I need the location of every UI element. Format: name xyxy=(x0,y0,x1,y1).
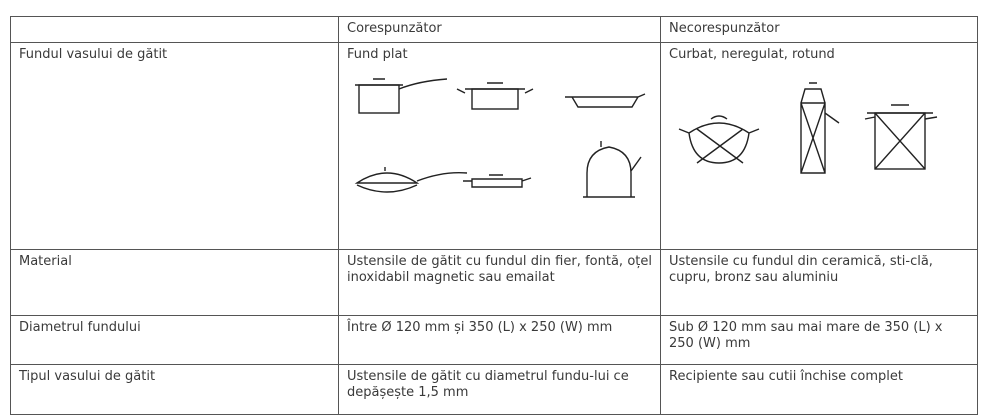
header-cell: Necorespunzător xyxy=(660,16,978,43)
cell: Recipiente sau cutii închise complet xyxy=(660,364,978,415)
cell: Curbat, neregulat, rotund xyxy=(660,42,978,250)
suitable-pots-illustration xyxy=(354,78,646,198)
cell-text: Curbat, neregulat, rotund xyxy=(669,47,835,62)
cookware-table: Corespunzător Necorespunzător Fundul vas… xyxy=(10,16,978,415)
header-cell xyxy=(10,16,339,43)
unsuitable-pots-illustration xyxy=(678,82,938,174)
cell: Fund plat xyxy=(338,42,661,250)
cell: Tipul vasului de gătit xyxy=(10,364,339,415)
header-row: Corespunzător Necorespunzător xyxy=(10,16,978,43)
row: Tipul vasului de gătit Ustensile de găti… xyxy=(10,364,978,415)
cell: Fundul vasului de gătit xyxy=(10,42,339,250)
cell: Ustensile de gătit cu fundul din fier, f… xyxy=(338,249,661,316)
row: Material Ustensile de gătit cu fundul di… xyxy=(10,249,978,316)
cell: Material xyxy=(10,249,339,316)
cell: Ustensile de gătit cu diametrul fundu-lu… xyxy=(338,364,661,415)
cell: Ustensile cu fundul din ceramică, sti-cl… xyxy=(660,249,978,316)
cell-text: Fund plat xyxy=(347,47,408,62)
cell: Sub Ø 120 mm sau mai mare de 350 (L) x 2… xyxy=(660,315,978,365)
cell: Diametrul fundului xyxy=(10,315,339,365)
header-cell: Corespunzător xyxy=(338,16,661,43)
row: Diametrul fundului Între Ø 120 mm și 350… xyxy=(10,315,978,365)
cell: Între Ø 120 mm și 350 (L) x 250 (W) mm xyxy=(338,315,661,365)
row: Fundul vasului de gătit Fund plat Curbat… xyxy=(10,42,978,250)
